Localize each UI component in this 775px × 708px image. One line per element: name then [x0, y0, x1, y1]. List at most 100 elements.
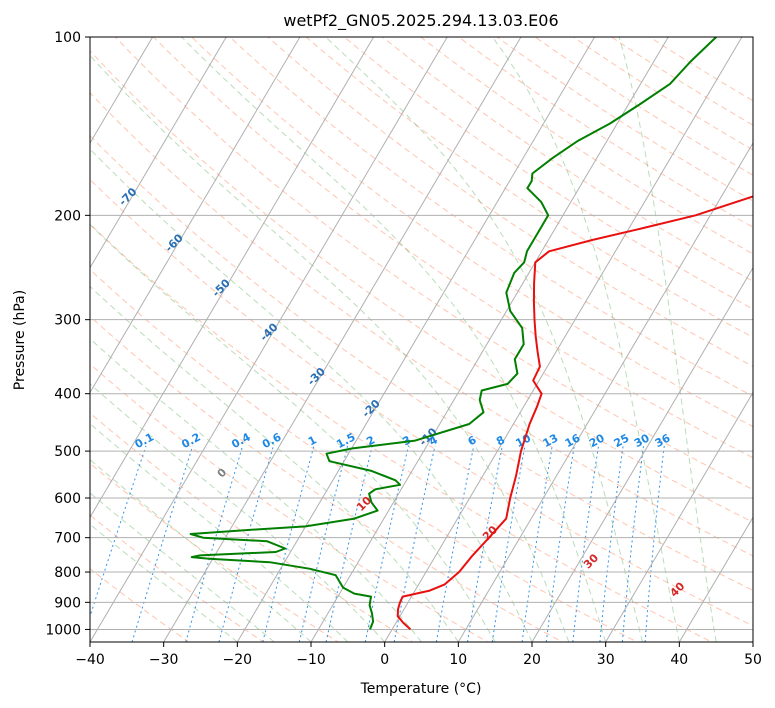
moist-adiabat [90, 148, 533, 642]
y-tick-label: 900 [54, 595, 81, 611]
dry-adiabat [90, 412, 414, 642]
y-tick-label: 400 [54, 387, 81, 403]
isotherm-line [163, 37, 522, 642]
isotherm-line [457, 142, 753, 642]
mixing-ratio-line [572, 445, 599, 642]
mixing-ratio-label: 25 [612, 431, 632, 450]
isotherm-line [605, 391, 753, 642]
background-lines [90, 37, 753, 642]
mixing-ratio-line [185, 445, 244, 642]
moist-adiabat-label: 40 [667, 579, 687, 599]
x-tick-label: 20 [523, 652, 541, 668]
dry-adiabat [90, 315, 564, 642]
isotherm-line [90, 37, 301, 394]
mixing-ratio-label: 30 [632, 431, 652, 450]
mixing-ratio-label: 8 [494, 433, 507, 448]
isotherm-line [531, 266, 753, 642]
mixing-ratio-line [393, 445, 436, 642]
y-axis-label: Pressure (hPa) [12, 290, 28, 390]
dry-adiabat [152, 37, 753, 459]
x-tick-label: 0 [380, 652, 389, 668]
isotherm-line [678, 516, 753, 642]
x-tick-label: 30 [597, 652, 615, 668]
dry-adiabat [90, 223, 713, 642]
mixing-ratio-line [435, 445, 475, 642]
moist-adiabat [90, 54, 570, 642]
isotherm-line [90, 37, 375, 519]
x-tick-label: 10 [449, 652, 467, 668]
isotherm-label: -60 [163, 231, 186, 254]
dry-adiabat [90, 514, 265, 642]
y-tick-label: 300 [54, 313, 81, 329]
moist-adiabat [90, 492, 275, 642]
isotherm-label: -90 [22, 96, 45, 119]
dry-adiabat [90, 567, 190, 642]
mixing-ratio-label: 6 [466, 433, 479, 448]
isotherm-line [752, 641, 753, 642]
mixing-ratio-line [218, 445, 274, 642]
mixing-ratio-label: 0.2 [179, 430, 202, 451]
dry-adiabat [267, 37, 753, 368]
isotherm-line [90, 37, 227, 269]
y-tick-label: 500 [54, 444, 81, 460]
y-tick-label: 600 [54, 491, 81, 507]
plot-frame [89, 36, 754, 643]
x-tick-label: 50 [744, 652, 762, 668]
mixing-ratio-line [325, 445, 373, 642]
dry-adiabat [343, 37, 753, 310]
isotherm-line [310, 37, 669, 642]
dry-adiabat [114, 37, 753, 491]
mixing-ratio-line [599, 445, 624, 642]
dry-adiabat [90, 92, 753, 557]
dry-adiabat [90, 462, 340, 642]
isotherm-line [90, 37, 448, 642]
moist-adiabat [90, 338, 422, 642]
x-tick-label: −10 [296, 652, 326, 668]
y-tick-label: 700 [54, 531, 81, 547]
mixing-ratio-line [521, 445, 553, 642]
mixing-ratio-label: 0.6 [260, 430, 284, 451]
isotherm-line [384, 37, 743, 642]
moist-adiabat [491, 37, 680, 642]
x-tick-label: −40 [75, 652, 105, 668]
mixing-ratio-line [491, 445, 526, 642]
mixing-ratio-line [298, 445, 349, 642]
dry-adiabat [90, 135, 753, 591]
x-tick-label: −20 [223, 652, 253, 668]
dry-adiabat [381, 37, 753, 282]
mixing-ratio-line [545, 445, 575, 642]
moist-adiabat [90, 285, 459, 642]
isotherm-label: -80 [69, 140, 92, 163]
dry-adiabat [90, 268, 639, 642]
x-axis-label: Temperature (°C) [360, 681, 482, 697]
mixing-ratio-line [90, 445, 147, 618]
mixing-ratio-label: 0.1 [133, 430, 156, 451]
moist-adiabat [90, 223, 496, 642]
mixing-ratio-line [262, 445, 315, 642]
mixing-ratio-label: 13 [541, 431, 561, 450]
x-tick-label: −30 [149, 652, 179, 668]
moist-adiabat-label: 0 [215, 466, 230, 481]
mixing-ratio-label: 36 [653, 431, 673, 450]
y-axis-ticks: 100 200 300 400 500 600 700 800 900 1000 [45, 30, 90, 638]
dewpoint-profile [189, 37, 717, 630]
moist-adiabat [90, 383, 386, 642]
dry-adiabat [90, 50, 753, 523]
y-tick-label: 800 [54, 565, 81, 581]
mixing-ratio-label: 16 [563, 431, 583, 450]
isotherm-line [236, 37, 596, 642]
moist-adiabat [181, 37, 607, 642]
x-tick-label: 40 [670, 652, 688, 668]
chart-title: wetPf2_GN05.2025.294.13.03.E06 [283, 11, 558, 31]
moist-adiabat [325, 37, 643, 642]
mixing-ratio-line [621, 445, 644, 642]
mixing-ratio-line [644, 445, 665, 642]
mixing-ratio-line [467, 445, 503, 642]
temperature-profile [396, 195, 753, 631]
isotherm-line [90, 37, 154, 145]
x-axis-ticks: −40 −30 −20 −10 0 10 20 30 40 50 [75, 642, 762, 668]
y-tick-label: 1000 [45, 622, 81, 638]
profile-lines [189, 37, 753, 631]
